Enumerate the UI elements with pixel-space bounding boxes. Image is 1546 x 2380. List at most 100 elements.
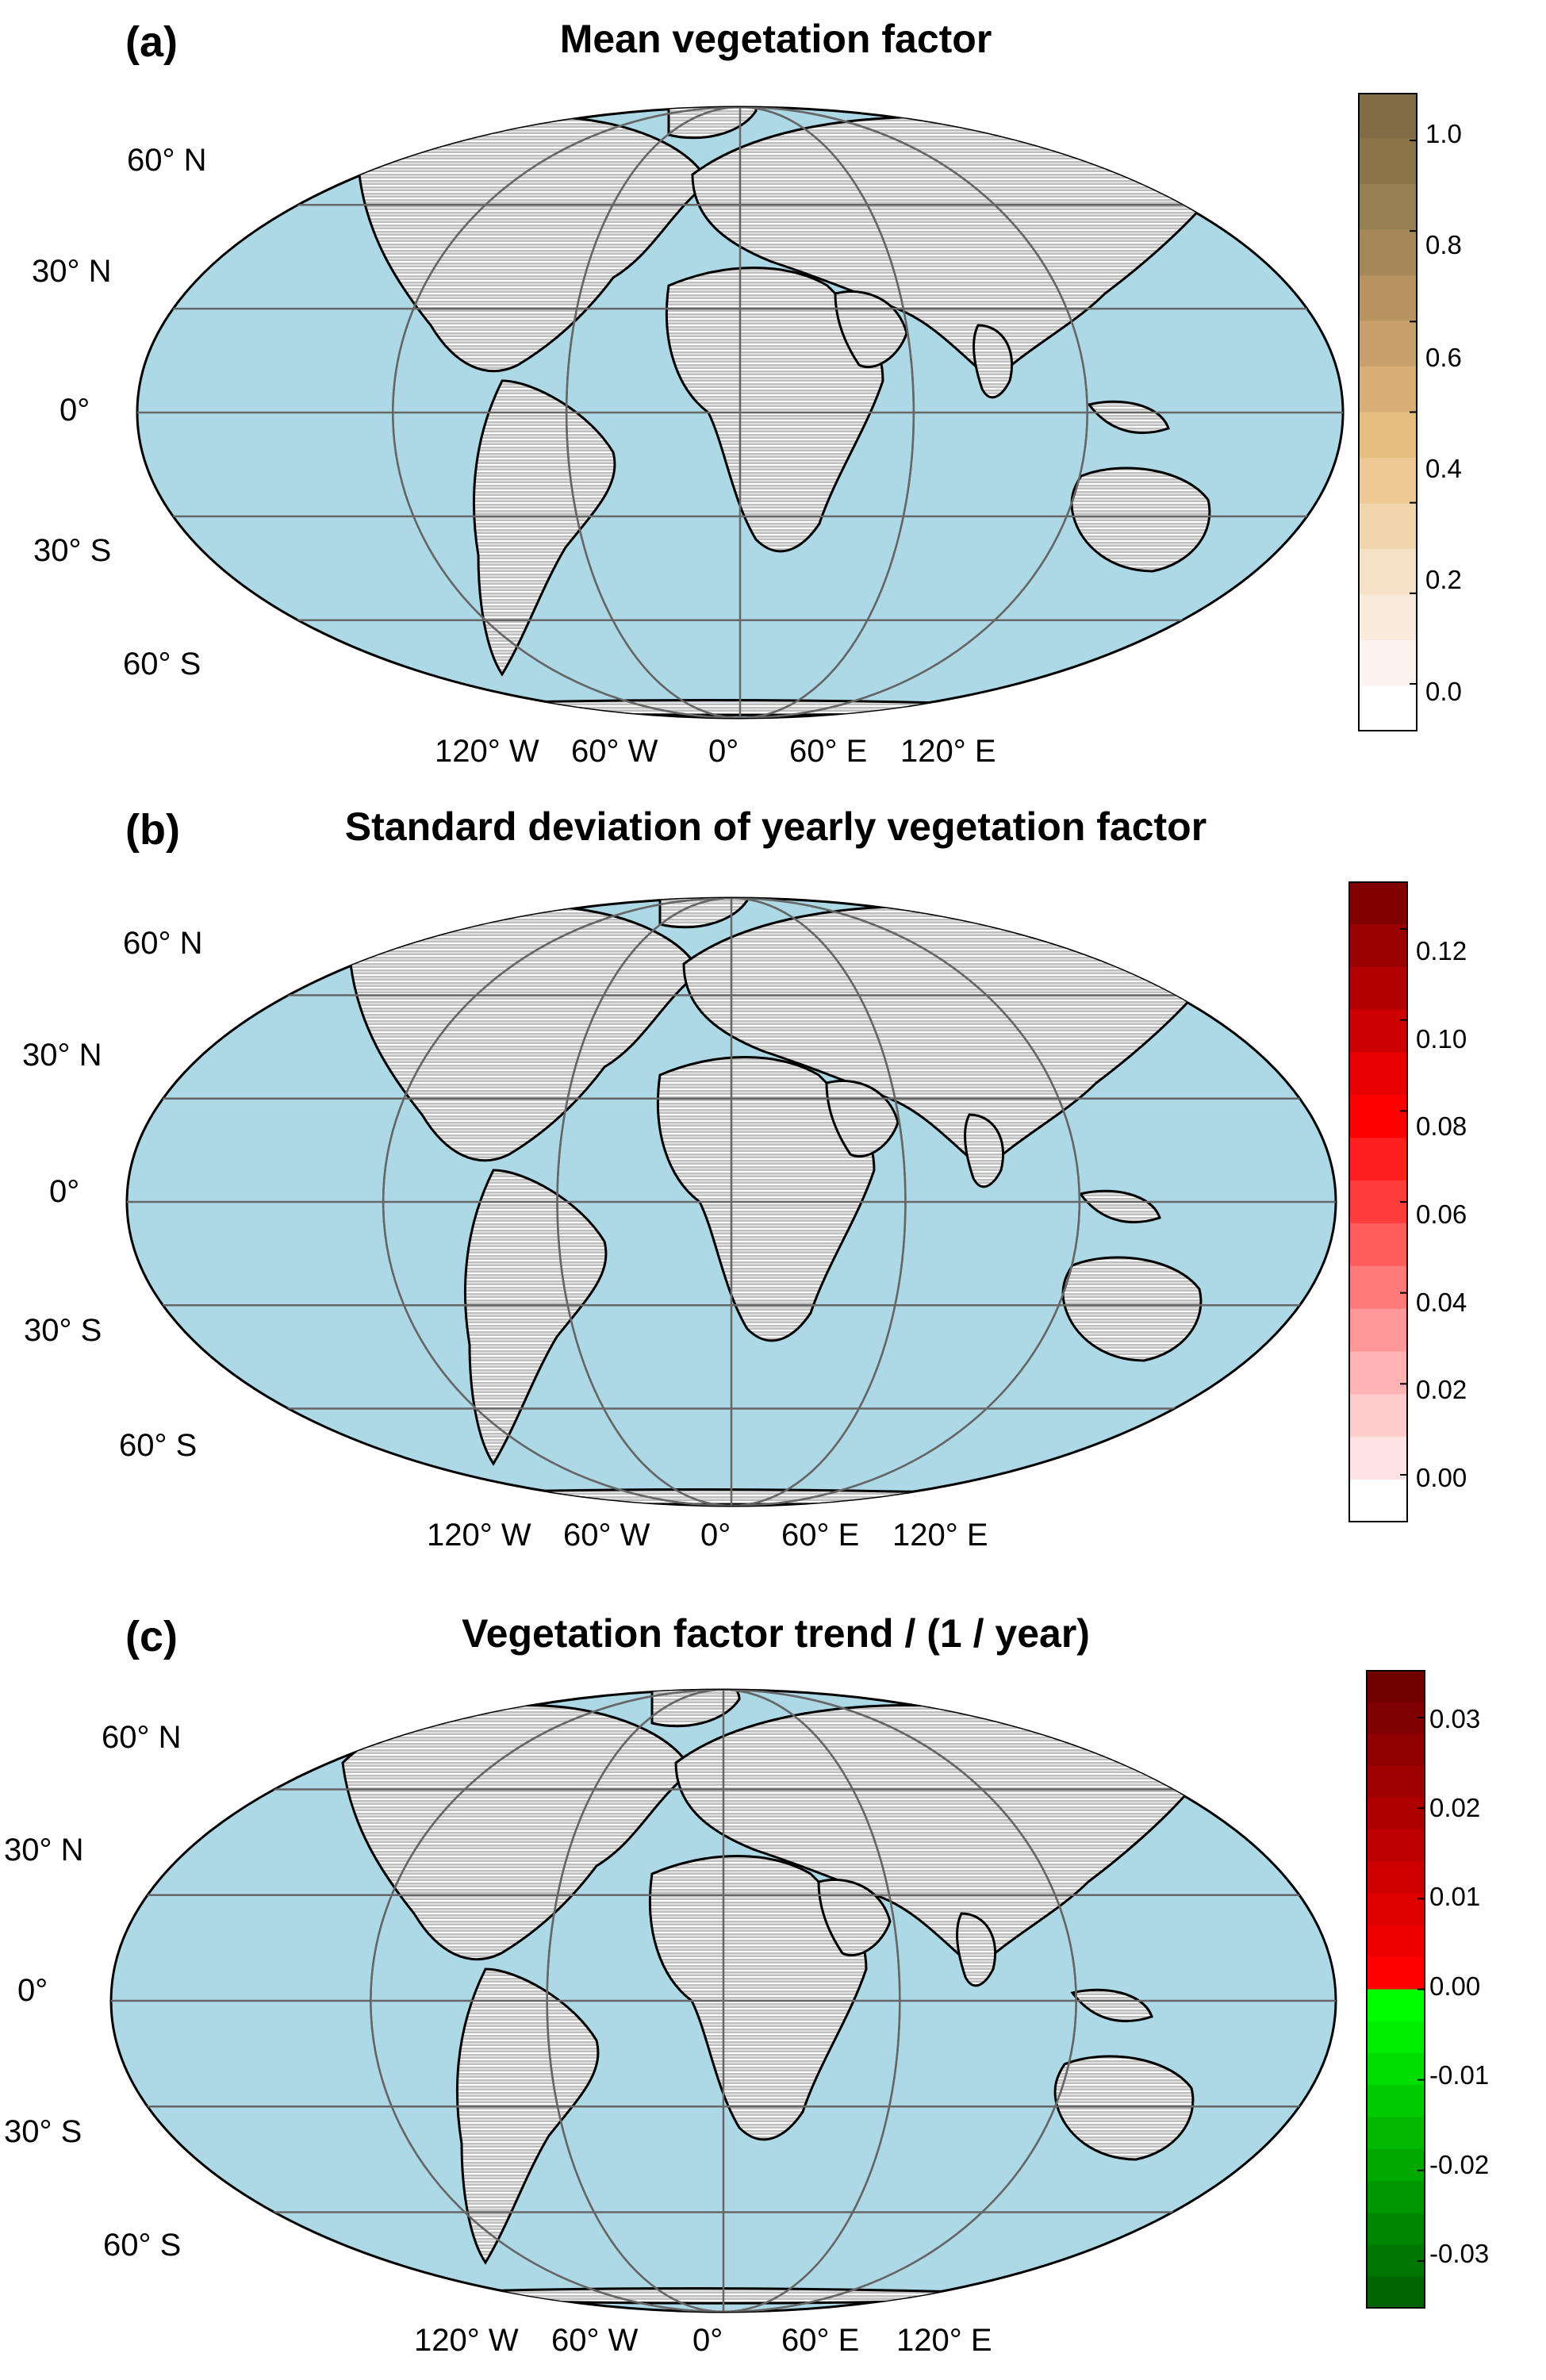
panel-letter: (c) xyxy=(125,1613,178,1660)
colorbar-swatch xyxy=(1349,1351,1407,1395)
lat-label-60n: 60° N xyxy=(102,1720,182,1755)
colorbar-tick: 0.00 xyxy=(1416,1463,1467,1492)
lon-label-60w: 60° W xyxy=(551,2323,639,2358)
colorbar-tick: -0.02 xyxy=(1429,2150,1490,2179)
colorbar-swatch xyxy=(1367,1829,1425,1863)
colorbar-tick: 0.08 xyxy=(1416,1111,1467,1141)
colorbar-c xyxy=(1366,1670,1425,2309)
lat-label-30n: 30° N xyxy=(4,1833,84,1868)
colorbar-tick: 0.12 xyxy=(1416,936,1467,965)
colorbar-swatch xyxy=(1367,1925,1425,1958)
lon-label-0: 0° xyxy=(708,734,739,769)
colorbar-b xyxy=(1348,881,1408,1522)
colorbar-swatch xyxy=(1349,1265,1407,1310)
colorbar-swatch xyxy=(1359,93,1417,140)
colorbar-swatch xyxy=(1367,2021,1425,2054)
colorbar-tick: 0.8 xyxy=(1425,230,1462,259)
lon-label-60w: 60° W xyxy=(563,1518,650,1553)
lon-label-60e: 60° E xyxy=(781,1518,860,1553)
colorbar-swatch xyxy=(1367,2213,1425,2246)
colorbar-tick: 0.2 xyxy=(1425,565,1462,594)
colorbar-swatch xyxy=(1367,2181,1425,2213)
colorbar-swatch xyxy=(1367,1861,1425,1894)
panel-a: (a) Mean vegetation factor 60° N 30° N 0… xyxy=(0,0,1546,785)
graticule xyxy=(127,898,1336,1506)
colorbar-swatch xyxy=(1367,1957,1425,1990)
colorbar-swatch xyxy=(1349,1437,1407,1480)
colorbar-swatch xyxy=(1349,1180,1407,1224)
lon-label-60e: 60° E xyxy=(789,734,868,769)
lon-label-120w: 120° W xyxy=(414,2323,519,2358)
colorbar-swatch xyxy=(1367,2117,1425,2150)
colorbar-swatch xyxy=(1349,881,1407,925)
colorbar-swatch xyxy=(1349,1394,1407,1438)
lat-label-60n: 60° N xyxy=(127,143,207,178)
colorbar-tick: 0.06 xyxy=(1416,1200,1467,1229)
lon-label-120w: 120° W xyxy=(435,734,539,769)
lat-label-30s: 30° S xyxy=(24,1313,102,1348)
colorbar-swatch xyxy=(1349,1138,1407,1181)
lon-label-60w: 60° W xyxy=(571,734,658,769)
colorbar-swatch xyxy=(1359,549,1417,596)
colorbar-swatch xyxy=(1367,2148,1425,2182)
lat-label-0: 0° xyxy=(59,393,90,428)
colorbar-a xyxy=(1358,93,1417,731)
lat-label-0: 0° xyxy=(49,1174,80,1209)
colorbar-swatch xyxy=(1359,503,1417,550)
land-masses xyxy=(349,898,1210,1506)
graticule xyxy=(111,1690,1336,2312)
map-b xyxy=(125,896,1337,1507)
colorbar-swatch xyxy=(1359,275,1417,322)
graticule xyxy=(137,107,1343,718)
lon-label-120e: 120° E xyxy=(896,2323,992,2358)
colorbar-swatch xyxy=(1367,1733,1425,1767)
lon-label-120w: 120° W xyxy=(427,1518,531,1553)
colorbar-swatch xyxy=(1359,367,1417,413)
colorbar-swatch xyxy=(1367,2244,1425,2278)
colorbar-tick: 0.04 xyxy=(1416,1288,1467,1317)
colorbar-tick: 0.6 xyxy=(1425,343,1462,372)
colorbar-swatch xyxy=(1367,1798,1425,1830)
colorbar-tick: 0.02 xyxy=(1416,1375,1467,1404)
map-c xyxy=(109,1688,1337,2313)
colorbar-swatch xyxy=(1367,1670,1425,1702)
colorbar-tick: 0.0 xyxy=(1425,677,1462,706)
lon-label-120e: 120° E xyxy=(900,734,996,769)
colorbar-swatch xyxy=(1349,923,1407,968)
lat-label-60s: 60° S xyxy=(103,2228,182,2263)
colorbar-tick: 0.10 xyxy=(1416,1024,1467,1054)
panel-title: Vegetation factor trend / (1 / year) xyxy=(462,1611,1090,1656)
colorbar-tick: 0.03 xyxy=(1429,1704,1481,1733)
lon-label-60e: 60° E xyxy=(781,2323,860,2358)
lon-label-0: 0° xyxy=(692,2323,723,2358)
colorbar-swatch xyxy=(1359,685,1417,731)
colorbar-tick: 0.00 xyxy=(1429,1971,1481,2001)
colorbar-swatch xyxy=(1367,1702,1425,1735)
colorbar-swatch xyxy=(1359,640,1417,687)
map-a xyxy=(136,106,1345,720)
colorbar-tick: 0.4 xyxy=(1425,454,1462,483)
panel-title: Standard deviation of yearly vegetation … xyxy=(344,804,1207,849)
colorbar-swatch xyxy=(1349,1052,1407,1096)
lat-label-30n: 30° N xyxy=(32,254,112,289)
colorbar-swatch xyxy=(1359,412,1417,459)
panel-letter: (b) xyxy=(125,806,180,854)
colorbar-swatch xyxy=(1359,594,1417,641)
colorbar-swatch xyxy=(1349,1480,1407,1522)
colorbar-tick: 0.02 xyxy=(1429,1793,1481,1822)
colorbar-swatch xyxy=(1349,966,1407,1011)
colorbar-swatch xyxy=(1359,458,1417,505)
lat-label-30s: 30° S xyxy=(4,2114,82,2149)
lat-label-0: 0° xyxy=(17,1973,48,2008)
lat-label-30s: 30° S xyxy=(33,533,112,568)
land-masses xyxy=(358,107,1218,716)
panel-b: (b) Standard deviation of yearly vegetat… xyxy=(0,789,1546,1583)
colorbar-swatch xyxy=(1367,1893,1425,1926)
colorbar-swatch xyxy=(1359,138,1417,185)
lon-label-0: 0° xyxy=(700,1518,731,1553)
colorbar-tick: -0.03 xyxy=(1429,2239,1490,2268)
colorbar-tick: -0.01 xyxy=(1429,2060,1490,2090)
colorbar-swatch xyxy=(1349,1308,1407,1353)
panel-c: (c) Vegetation factor trend / (1 / year)… xyxy=(0,1587,1546,2380)
panel-title: Mean vegetation factor xyxy=(559,17,992,61)
